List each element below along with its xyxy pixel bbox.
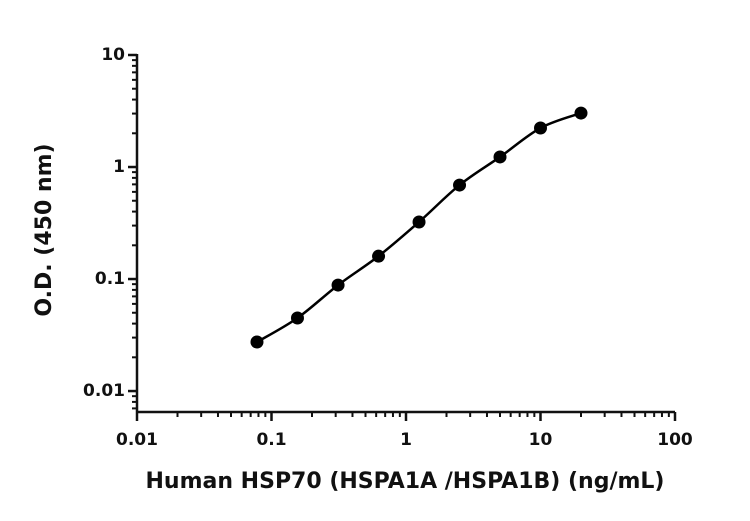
point (250, 335, 264, 349)
point (493, 150, 507, 164)
y-tick-label: 0.1 (95, 269, 125, 289)
y-axis-label: O.D. (450 nm) (32, 143, 57, 316)
point (331, 278, 345, 292)
x-tick-label: 10 (529, 430, 553, 450)
point (574, 106, 588, 120)
x-axis-label: Human HSP70 (HSPA1A /HSPA1B) (ng/mL) (146, 469, 665, 494)
y-tick-label: 10 (101, 45, 125, 65)
point (453, 178, 467, 192)
x-tick-label: 1 (400, 430, 412, 450)
y-tick-label: 0.01 (83, 381, 125, 401)
x-tick-label: 100 (657, 430, 693, 450)
point (412, 215, 426, 229)
x-tick-label: 0.01 (116, 430, 158, 450)
point (534, 121, 547, 135)
x-tick-label: 0.1 (256, 430, 286, 450)
y-tick-label: 1 (113, 157, 125, 177)
point (372, 249, 386, 263)
point (290, 311, 304, 325)
